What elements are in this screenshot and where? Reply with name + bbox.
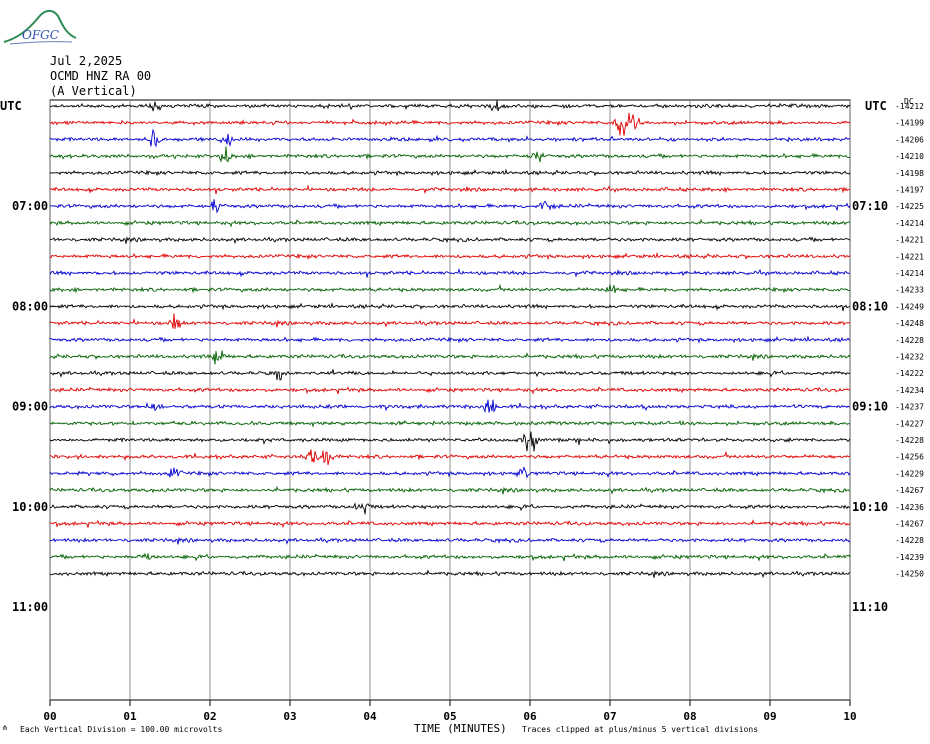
dc-offset-label: -14227 <box>895 419 924 428</box>
hour-label-right: 07:10 <box>852 199 888 213</box>
seismic-trace <box>49 485 851 495</box>
station-label: OCMD HNZ RA 00 <box>50 69 152 83</box>
dc-offset-label: -14232 <box>895 353 924 362</box>
dc-offset-label: -14248 <box>895 319 924 328</box>
dc-label: DC <box>904 97 914 106</box>
seismic-trace <box>49 184 851 195</box>
x-tick-label: 00 <box>43 710 56 723</box>
seismic-trace <box>49 536 851 545</box>
hour-label-left: 08:00 <box>12 299 48 313</box>
seismic-trace <box>49 146 851 163</box>
seismic-trace <box>49 267 851 278</box>
dc-offset-label: -14225 <box>895 202 924 211</box>
dc-offset-label: -14250 <box>895 570 924 579</box>
x-tick-label: 01 <box>123 710 137 723</box>
clip-note: Traces clipped at plus/minus 5 vertical … <box>522 725 759 734</box>
seismic-trace <box>49 369 851 381</box>
x-tick-label: 10 <box>843 710 856 723</box>
vertical-division-note: Each Vertical Division = 100.00 microvol… <box>20 725 223 734</box>
hour-label-right: 11:10 <box>852 600 888 614</box>
seismic-trace <box>49 218 851 228</box>
seismic-trace <box>49 449 851 466</box>
timezone-right: UTC <box>865 99 887 113</box>
seismic-trace <box>49 113 851 136</box>
seismic-trace <box>49 128 851 148</box>
hour-label-left: 07:00 <box>12 199 48 213</box>
dc-offset-label: -14212 <box>895 102 924 111</box>
dc-offset-label: -14237 <box>895 403 924 412</box>
x-tick-label: 04 <box>363 710 377 723</box>
ofgc-logo-text: OFGC <box>22 28 59 42</box>
seismic-trace <box>49 519 851 529</box>
dc-offset-label: -14222 <box>895 369 924 378</box>
dc-offset-label: -14267 <box>895 520 924 529</box>
dc-offset-label: -14221 <box>895 252 924 261</box>
dc-offset-label: -14236 <box>895 503 924 512</box>
dc-offset-label: -14198 <box>895 169 924 178</box>
dc-offset-label: -14256 <box>895 453 924 462</box>
footer-marker: ⋔ <box>2 724 8 732</box>
dc-offset-label: -14210 <box>895 152 924 161</box>
ofgc-logo <box>3 10 77 45</box>
seismic-trace <box>49 386 851 395</box>
x-tick-label: 02 <box>203 710 216 723</box>
hour-label-right: 09:10 <box>852 400 888 414</box>
seismic-trace <box>49 399 851 414</box>
seismic-trace <box>50 335 851 344</box>
seismic-trace <box>49 313 851 329</box>
seismic-trace <box>49 283 851 294</box>
dc-offset-label: -14249 <box>895 302 924 311</box>
seismic-trace <box>49 569 851 579</box>
dc-offset-label: -14233 <box>895 286 924 295</box>
dc-offset-label: -14206 <box>895 135 924 144</box>
x-tick-label: 08 <box>683 710 696 723</box>
x-axis-title: TIME (MINUTES) <box>414 722 507 735</box>
hour-label-left: 09:00 <box>12 400 48 414</box>
dc-offset-label: -14214 <box>895 219 924 228</box>
seismic-trace <box>49 100 851 112</box>
hour-label-right: 10:10 <box>852 500 888 514</box>
dc-offset-label: -14229 <box>895 469 924 478</box>
date-label: Jul 2,2025 <box>50 54 123 68</box>
seismic-trace <box>49 302 851 311</box>
hour-label-left: 10:00 <box>12 500 48 514</box>
seismic-trace <box>49 168 851 177</box>
dc-offset-label: -14199 <box>895 119 924 128</box>
seismic-trace <box>49 431 851 452</box>
dc-offset-label: -14267 <box>895 486 924 495</box>
seismic-trace <box>49 419 850 428</box>
component-label: (A Vertical) <box>50 84 137 98</box>
dc-offset-label: -14234 <box>895 386 924 395</box>
seismic-trace <box>49 251 851 261</box>
x-tick-label: 05 <box>443 710 456 723</box>
x-tick-label: 07 <box>603 710 616 723</box>
dc-offset-label: -14228 <box>895 336 924 345</box>
x-tick-label: 03 <box>283 710 296 723</box>
seismic-trace <box>49 199 851 214</box>
seismic-trace <box>49 502 851 515</box>
seismic-trace <box>49 466 851 479</box>
x-tick-label: 09 <box>763 710 776 723</box>
x-tick-label: 06 <box>523 710 537 723</box>
hour-label-left: 11:00 <box>12 600 48 614</box>
seismic-trace <box>50 552 851 562</box>
hour-label-right: 08:10 <box>852 299 888 313</box>
timezone-left: UTC <box>0 99 22 113</box>
dc-offset-label: -14221 <box>895 236 924 245</box>
dc-offset-label: -14228 <box>895 536 924 545</box>
dc-offset-label: -14228 <box>895 436 924 445</box>
seismic-trace <box>49 350 851 365</box>
seismic-trace <box>50 236 851 245</box>
dc-offset-label: -14197 <box>895 186 924 195</box>
dc-offset-label: -14239 <box>895 553 924 562</box>
dc-offset-label: -14214 <box>895 269 924 278</box>
